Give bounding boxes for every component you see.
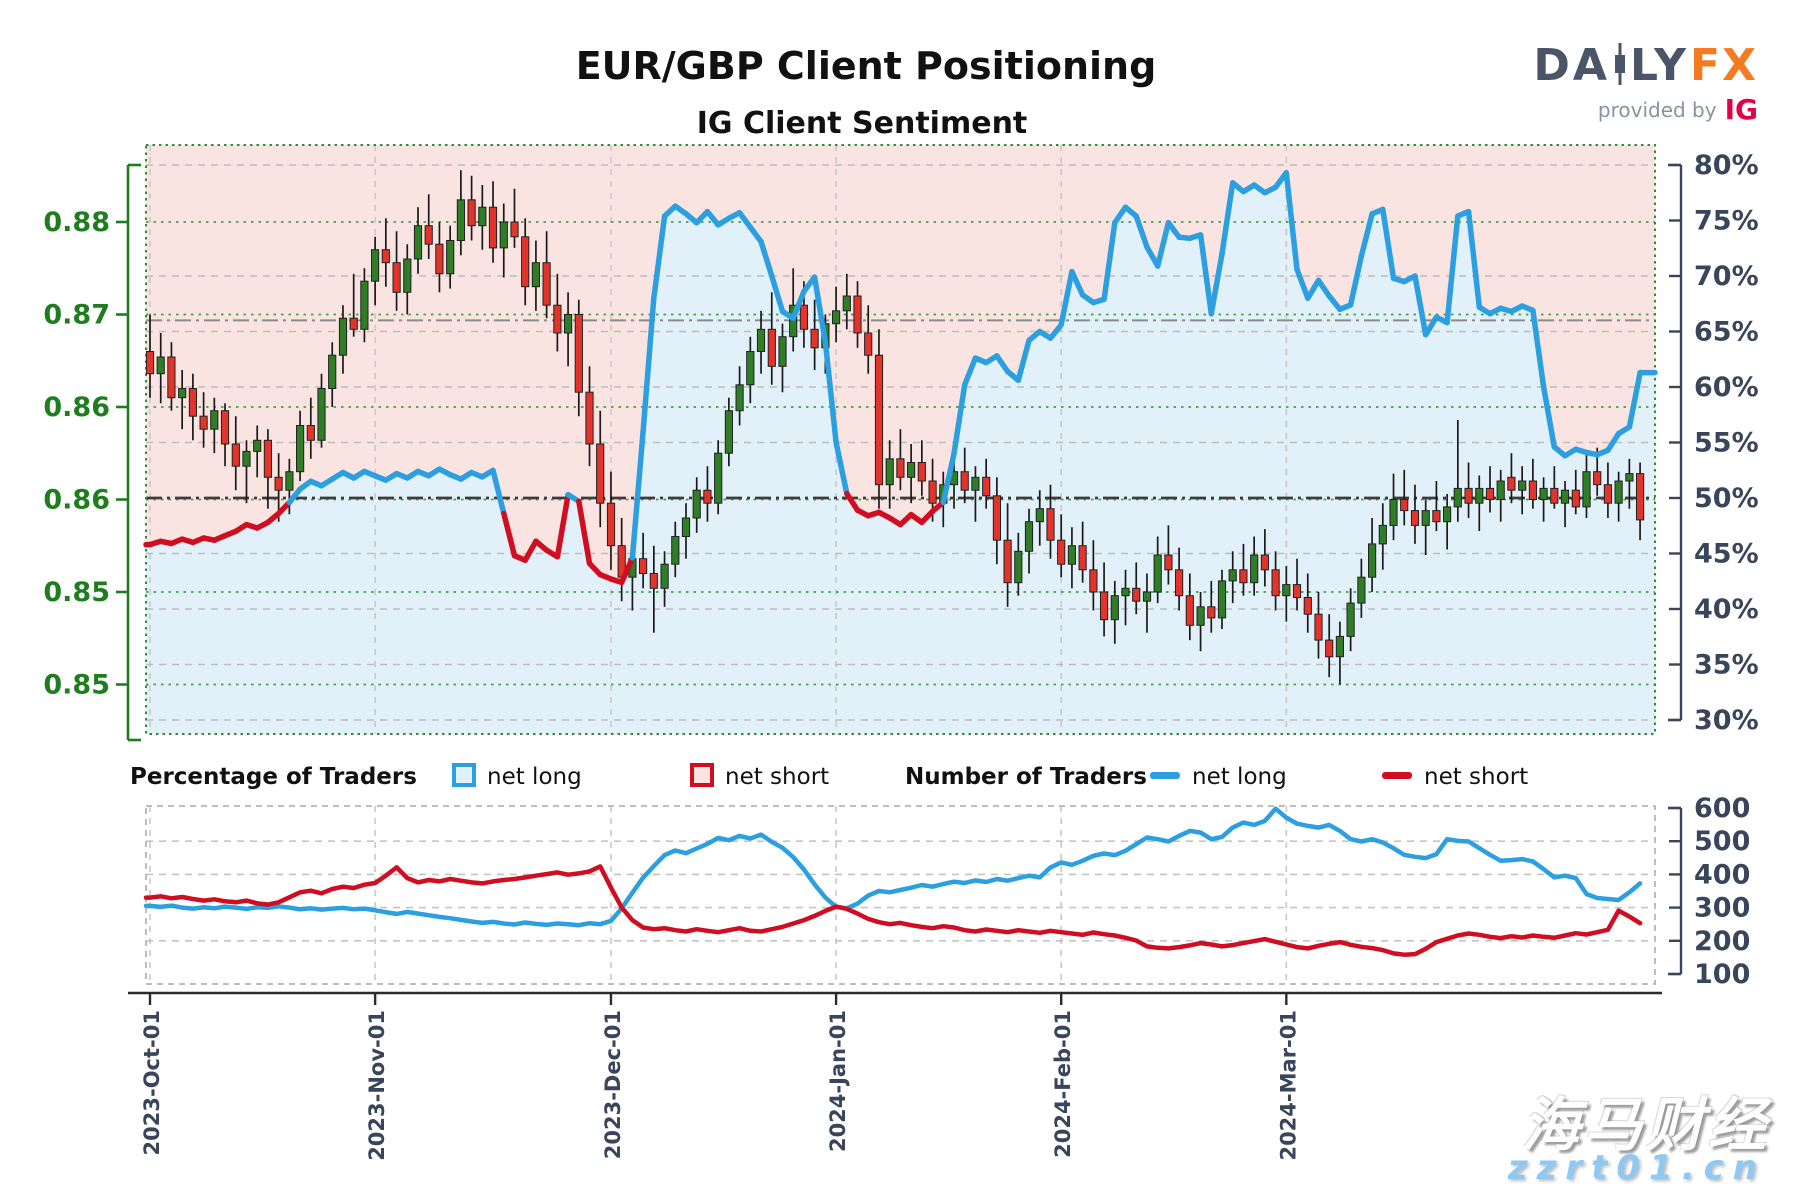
page-title: EUR/GBP Client Positioning: [575, 44, 1157, 88]
svg-text:0.85: 0.85: [43, 670, 110, 701]
svg-text:2023-Dec-01: 2023-Dec-01: [601, 1010, 625, 1159]
svg-text:0.87: 0.87: [43, 300, 110, 331]
svg-text:400: 400: [1694, 859, 1750, 890]
provided-by-label: provided by: [1597, 97, 1717, 122]
svg-text:80%: 80%: [1694, 150, 1759, 181]
watermark-url: zzrt01.cn: [1507, 1148, 1766, 1188]
svg-text:2024-Jan-01: 2024-Jan-01: [826, 1010, 850, 1152]
svg-text:40%: 40%: [1694, 594, 1759, 625]
svg-text:100: 100: [1694, 959, 1750, 990]
svg-text:30%: 30%: [1694, 705, 1759, 736]
svg-text:60%: 60%: [1694, 372, 1759, 403]
svg-text:500: 500: [1694, 826, 1750, 857]
svg-text:2024-Feb-01: 2024-Feb-01: [1051, 1010, 1075, 1158]
svg-text:55%: 55%: [1694, 428, 1759, 459]
svg-text:0.88: 0.88: [43, 207, 110, 238]
ig-logo: IG: [1724, 93, 1758, 126]
svg-text:2023-Oct-01: 2023-Oct-01: [140, 1010, 164, 1155]
svg-text:200: 200: [1694, 926, 1750, 957]
logo-text-ly: LY: [1629, 40, 1690, 91]
svg-text:600: 600: [1694, 793, 1750, 824]
svg-text:50%: 50%: [1694, 483, 1759, 514]
dailyfx-logo: DA LY FX provided by IG: [1533, 40, 1758, 126]
candlestick-icon: [1613, 42, 1627, 89]
svg-text:65%: 65%: [1694, 317, 1759, 348]
svg-text:0.86: 0.86: [43, 485, 110, 516]
dailyfx-wordmark: DA LY FX: [1533, 40, 1758, 91]
svg-text:75%: 75%: [1694, 206, 1759, 237]
svg-text:35%: 35%: [1694, 650, 1759, 681]
logo-text-da: DA: [1533, 40, 1610, 91]
svg-text:70%: 70%: [1694, 261, 1759, 292]
svg-text:2024-Mar-01: 2024-Mar-01: [1276, 1010, 1300, 1161]
svg-text:300: 300: [1694, 893, 1750, 924]
provided-by-row: provided by IG: [1533, 93, 1758, 126]
svg-text:0.85: 0.85: [43, 577, 110, 608]
watermark-cjk: 海马财经: [1521, 1091, 1770, 1159]
svg-text:2023-Nov-01: 2023-Nov-01: [365, 1010, 389, 1161]
chart-subtitle: IG Client Sentiment: [696, 106, 1028, 141]
svg-text:0.86: 0.86: [43, 392, 110, 423]
svg-text:45%: 45%: [1694, 539, 1759, 570]
logo-text-fx: FX: [1690, 40, 1758, 91]
